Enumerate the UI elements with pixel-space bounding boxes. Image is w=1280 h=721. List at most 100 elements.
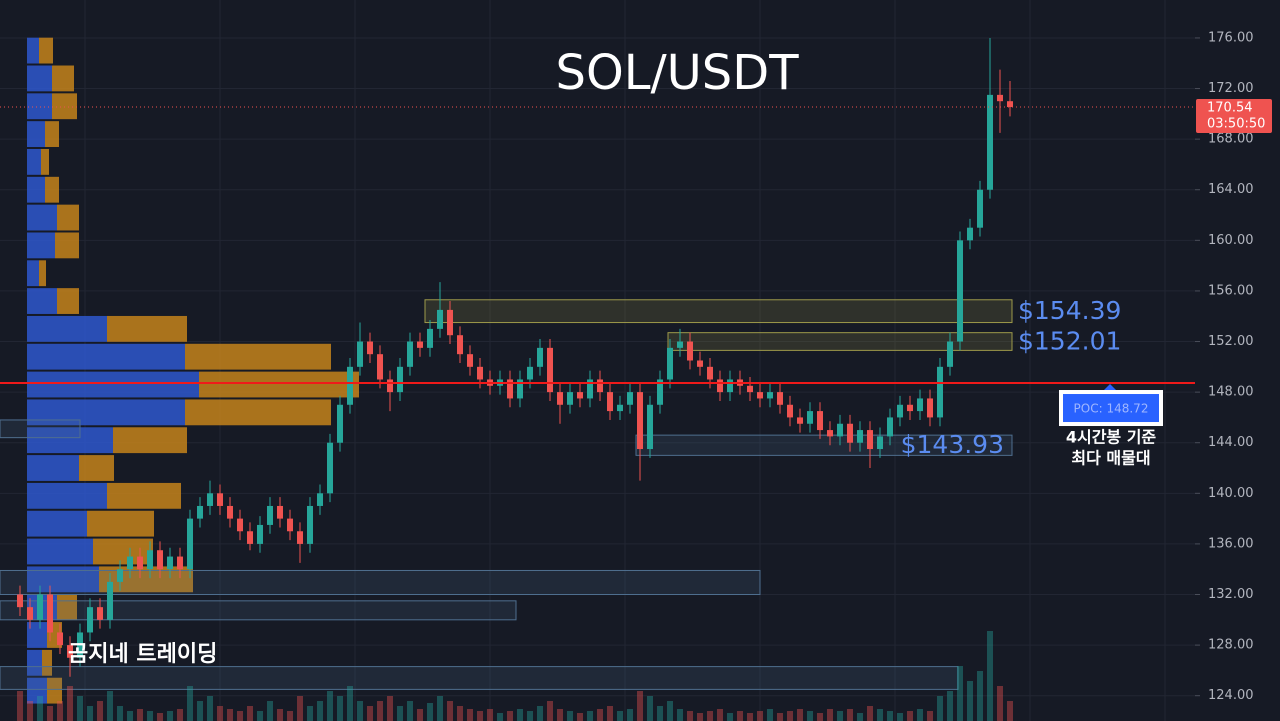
- volume-bar: [637, 691, 643, 721]
- candle-body: [857, 430, 863, 443]
- candle-body: [407, 341, 413, 367]
- profile-sell: [185, 399, 331, 426]
- profile-sell: [107, 482, 181, 509]
- candle-body: [757, 392, 763, 399]
- profile-sell: [113, 427, 187, 454]
- volume-bar: [87, 706, 93, 721]
- profile-buy: [27, 204, 57, 231]
- candle-body: [27, 607, 33, 620]
- candle-body: [627, 392, 633, 405]
- chart-title: SOL/USDT: [555, 45, 799, 101]
- profile-buy: [27, 677, 47, 704]
- poc-label: POC: 148.72: [1074, 402, 1149, 416]
- y-tick-label: 124.00: [1208, 688, 1254, 703]
- volume-bar: [657, 706, 663, 721]
- volume-bar: [317, 701, 323, 721]
- candle-body: [897, 404, 903, 418]
- volume-bar: [217, 706, 223, 721]
- profile-sell: [199, 371, 359, 398]
- zone: [424, 299, 1013, 324]
- candle-body: [427, 328, 433, 348]
- profile-buy: [27, 121, 45, 147]
- volume-bar: [917, 709, 923, 721]
- candle-body: [17, 594, 23, 608]
- volume-bar: [957, 666, 963, 721]
- candle-body: [127, 556, 133, 570]
- candle-body: [97, 607, 103, 620]
- candle-body: [147, 550, 153, 570]
- candle-body: [57, 632, 63, 646]
- candle-body: [447, 309, 453, 336]
- volume-bar: [287, 711, 293, 721]
- volume-bar: [347, 686, 353, 721]
- candle-body: [597, 379, 603, 393]
- candle-body: [337, 404, 343, 443]
- volume-bar: [647, 696, 653, 721]
- candle-body: [827, 430, 833, 437]
- profile-sell: [45, 121, 59, 147]
- candle-body: [247, 531, 253, 544]
- volume-bar: [857, 713, 863, 721]
- candle-body: [517, 379, 523, 399]
- volume-bar: [77, 696, 83, 721]
- volume-bar: [927, 711, 933, 721]
- candle-body: [587, 379, 593, 399]
- volume-bar: [477, 711, 483, 721]
- profile-buy: [27, 622, 47, 648]
- volume-bar: [867, 706, 873, 721]
- candle-body: [567, 392, 573, 405]
- candle-body: [167, 556, 173, 570]
- zone-label: $152.01: [1018, 327, 1121, 356]
- candle-body: [467, 354, 473, 367]
- volume-bar: [1007, 701, 1013, 721]
- y-tick-label: 168.00: [1208, 132, 1254, 147]
- y-tick-label: 144.00: [1208, 435, 1254, 450]
- volume-bar: [187, 686, 193, 721]
- candle-body: [657, 379, 663, 405]
- candle-body: [917, 398, 923, 412]
- volume-bar: [377, 701, 383, 721]
- zone: [0, 600, 517, 621]
- profile-sell: [52, 93, 77, 120]
- poc-pointer: [1104, 384, 1116, 391]
- volume-bar: [117, 706, 123, 721]
- profile-sell: [42, 649, 52, 676]
- volume-bar: [687, 711, 693, 721]
- volume-bar: [847, 709, 853, 721]
- volume-bar: [667, 701, 673, 721]
- candle-body: [867, 430, 873, 450]
- candle-body: [387, 379, 393, 393]
- volume-bar: [617, 711, 623, 721]
- profile-buy: [27, 148, 41, 175]
- volume-bar: [147, 711, 153, 721]
- candle-body: [537, 347, 543, 367]
- zone: [667, 332, 1013, 351]
- current-price: 170.54: [1207, 101, 1253, 116]
- candle-body: [227, 505, 233, 519]
- candle-body: [717, 379, 723, 393]
- volume-bar: [597, 709, 603, 721]
- candle-body: [777, 392, 783, 405]
- profile-buy: [27, 510, 87, 537]
- volume-bar: [237, 711, 243, 721]
- volume-bar: [57, 701, 63, 721]
- candle-body: [87, 607, 93, 633]
- y-tick-label: 136.00: [1208, 536, 1254, 551]
- price-tag: [1196, 99, 1272, 134]
- candle-body: [817, 411, 823, 431]
- profile-buy: [27, 649, 42, 676]
- candle-body: [547, 347, 553, 393]
- profile-sell: [79, 455, 114, 481]
- volume-bar: [827, 709, 833, 721]
- candle-body: [287, 518, 293, 532]
- volume-bar: [627, 709, 633, 721]
- profile-buy: [27, 232, 55, 259]
- candle-body: [637, 392, 643, 450]
- volume-bar: [837, 711, 843, 721]
- candle-body: [667, 347, 673, 380]
- candle-body: [367, 341, 373, 355]
- candle-body: [887, 417, 893, 437]
- candle-body: [377, 354, 383, 380]
- candle-body: [67, 645, 73, 658]
- profile-buy: [27, 399, 185, 426]
